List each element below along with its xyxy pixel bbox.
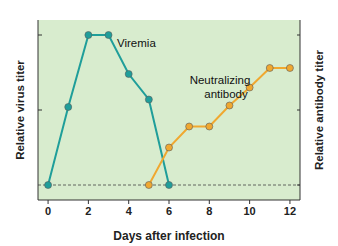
series-line: [48, 35, 169, 185]
series-point: [105, 32, 112, 39]
x-tick-label: 8: [206, 205, 212, 217]
x-tick: [128, 200, 129, 204]
y-tick: [38, 110, 42, 111]
y-tick: [38, 35, 42, 36]
series-point: [286, 65, 293, 72]
series-point: [45, 182, 52, 189]
series-point: [145, 96, 152, 103]
x-tick-label: 4: [126, 205, 133, 217]
x-tick: [169, 200, 170, 204]
plot-background: [38, 20, 300, 200]
series-label-line: antibody: [204, 88, 248, 100]
series-label: Viremia: [117, 37, 156, 49]
plot-marks: [45, 32, 294, 189]
series-point: [226, 102, 233, 109]
x-tick-label: 0: [45, 205, 51, 217]
series-point: [85, 32, 92, 39]
series-point: [125, 71, 132, 78]
x-tick: [249, 200, 250, 204]
x-tick: [209, 200, 210, 204]
y-axis-label: Relative virus titer: [14, 60, 26, 160]
series-label: Neutralizing antibody: [190, 74, 251, 100]
series-point: [145, 182, 152, 189]
x-tick-label: 2: [85, 205, 91, 217]
series-point: [186, 123, 193, 130]
x-axis-label: Days after infection: [113, 229, 224, 243]
series-point: [166, 182, 173, 189]
x-tick-label: 6: [166, 205, 172, 217]
y2-axis: [300, 20, 301, 200]
y2-axis-label: Relative antibody titer: [313, 49, 325, 170]
series-label-line: Neutralizing: [190, 74, 251, 86]
x-tick-label: 12: [284, 205, 296, 217]
series-point: [266, 65, 273, 72]
series-point: [206, 123, 213, 130]
series-line: [149, 68, 290, 185]
x-tick: [88, 200, 89, 204]
x-tick-label: 10: [243, 205, 255, 217]
x-tick: [48, 200, 49, 204]
series-point: [65, 104, 72, 111]
series-point: [166, 144, 173, 151]
chart: 0 2 4 6 8 10 12 Viremia Neutralizing antibody Days…: [0, 0, 338, 246]
x-tick: [289, 200, 290, 204]
y-axis: [38, 20, 39, 200]
